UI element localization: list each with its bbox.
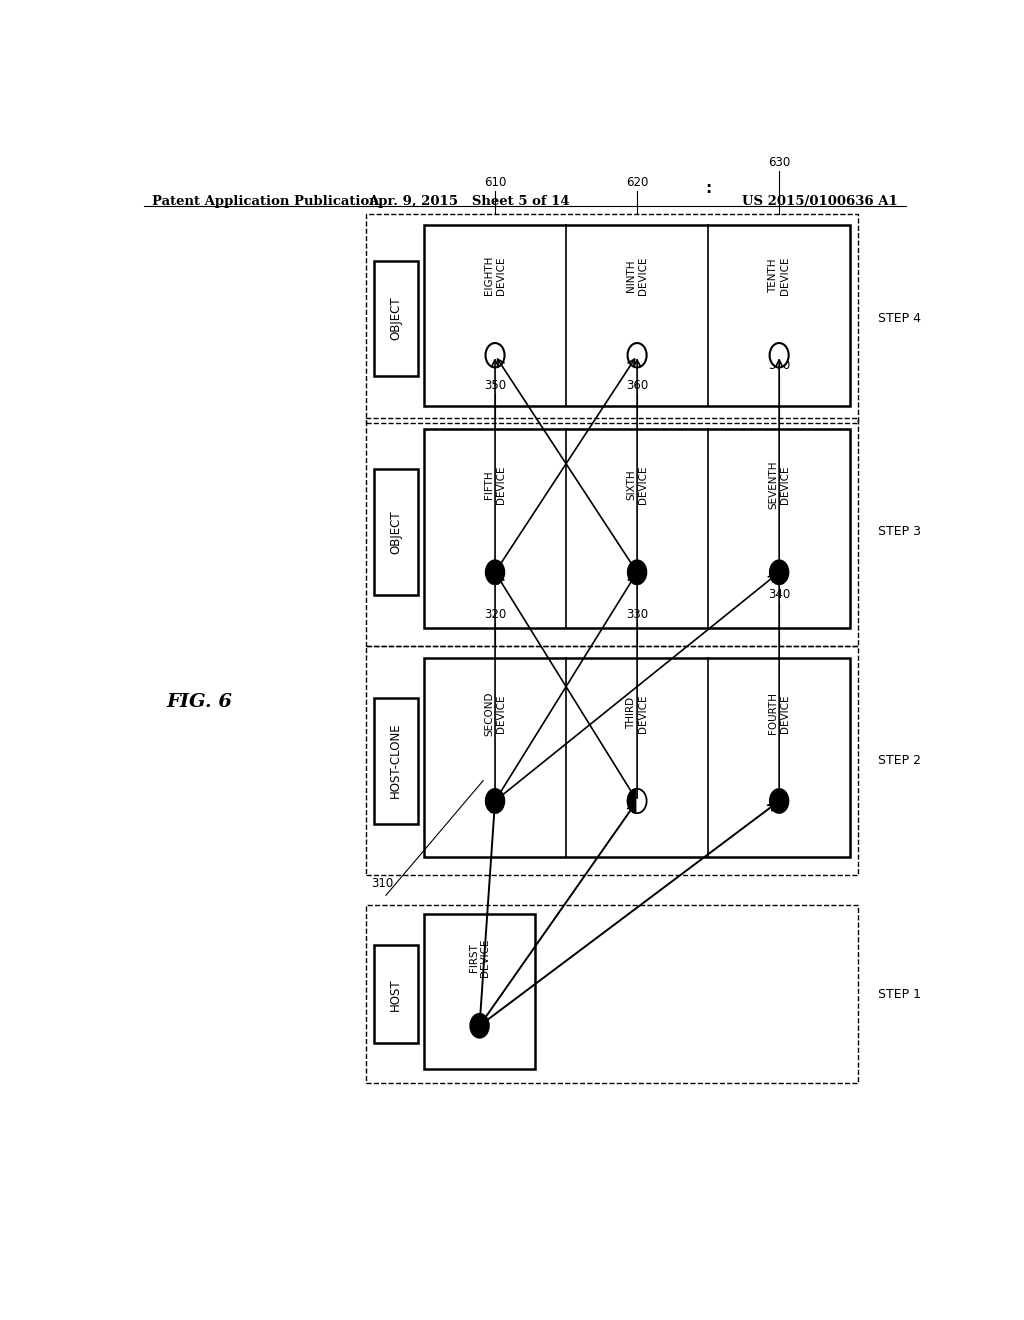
Polygon shape (637, 789, 646, 813)
Text: SECOND
DEVICE: SECOND DEVICE (484, 692, 506, 735)
Text: SIXTH
DEVICE: SIXTH DEVICE (627, 466, 648, 504)
Bar (374, 945, 418, 1043)
Text: FIFTH
DEVICE: FIFTH DEVICE (484, 466, 506, 504)
Circle shape (628, 560, 646, 585)
Bar (367, 906, 858, 1084)
Text: 610: 610 (484, 176, 506, 189)
Text: FOURTH
DEVICE: FOURTH DEVICE (768, 693, 790, 734)
Text: STEP 1: STEP 1 (878, 987, 921, 1001)
Text: FIRST
DEVICE: FIRST DEVICE (469, 939, 490, 977)
Text: 310: 310 (371, 878, 393, 890)
Circle shape (770, 343, 788, 367)
Text: 350: 350 (484, 379, 506, 392)
Text: HOST-CLONE: HOST-CLONE (389, 723, 402, 799)
Text: 620: 620 (626, 176, 648, 189)
Text: HOST: HOST (389, 978, 402, 1011)
Bar (424, 915, 536, 1069)
Bar (374, 469, 418, 595)
Bar (424, 429, 850, 628)
Text: 360: 360 (626, 379, 648, 392)
Polygon shape (628, 789, 637, 813)
Text: TENTH
DEVICE: TENTH DEVICE (768, 256, 790, 294)
Circle shape (470, 1014, 489, 1038)
Bar (367, 417, 858, 647)
Circle shape (770, 560, 788, 585)
Text: :: : (705, 181, 712, 197)
Circle shape (628, 343, 646, 367)
Bar (424, 657, 850, 857)
Bar (374, 261, 418, 376)
Text: EIGHTH
DEVICE: EIGHTH DEVICE (484, 256, 506, 296)
Text: NINTH
DEVICE: NINTH DEVICE (627, 256, 648, 294)
Circle shape (485, 343, 505, 367)
Text: OBJECT: OBJECT (389, 510, 402, 553)
Text: Apr. 9, 2015   Sheet 5 of 14: Apr. 9, 2015 Sheet 5 of 14 (369, 194, 570, 207)
Text: 320: 320 (484, 609, 506, 620)
Text: 630: 630 (768, 156, 791, 169)
Text: US 2015/0100636 A1: US 2015/0100636 A1 (742, 194, 898, 207)
Text: 330: 330 (626, 609, 648, 620)
Text: STEP 3: STEP 3 (878, 525, 921, 539)
Text: STEP 4: STEP 4 (878, 312, 921, 325)
Bar (367, 647, 858, 875)
Bar (424, 224, 850, 407)
Circle shape (485, 789, 505, 813)
Text: STEP 2: STEP 2 (878, 754, 921, 767)
Text: SEVENTH
DEVICE: SEVENTH DEVICE (768, 461, 790, 510)
Text: OBJECT: OBJECT (389, 297, 402, 341)
Bar (374, 698, 418, 824)
Bar (367, 214, 858, 422)
Text: 370: 370 (768, 359, 791, 372)
Text: THIRD
DEVICE: THIRD DEVICE (627, 694, 648, 733)
Text: FIG. 6: FIG. 6 (167, 693, 232, 711)
Text: Patent Application Publication: Patent Application Publication (152, 194, 379, 207)
Circle shape (770, 789, 788, 813)
Text: 340: 340 (768, 587, 791, 601)
Circle shape (485, 560, 505, 585)
